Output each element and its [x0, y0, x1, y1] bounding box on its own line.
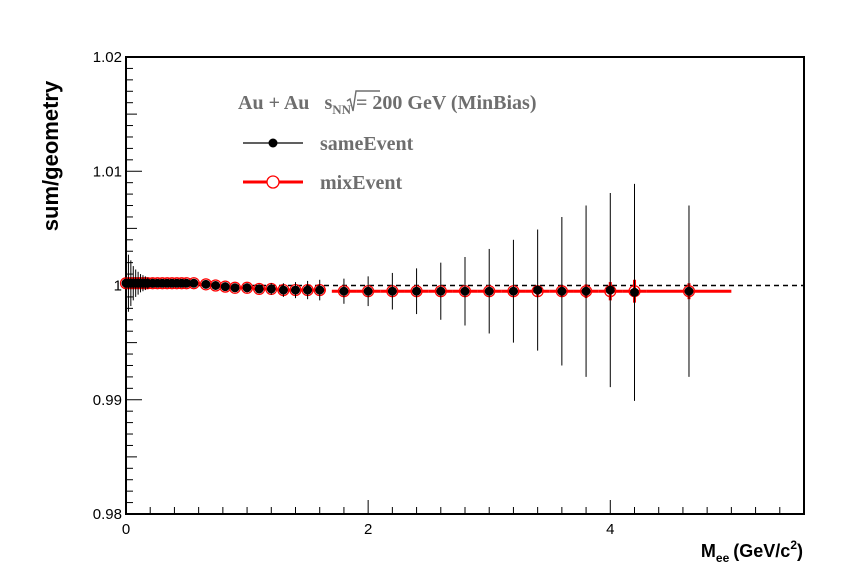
same-point: [182, 278, 192, 288]
same-point: [684, 286, 694, 296]
y-tick-label: 0.98: [93, 506, 122, 523]
same-point: [201, 279, 211, 289]
y-tick-label: 0.99: [93, 392, 122, 409]
y-tick-label: 1: [114, 278, 122, 295]
legend-mix-marker: [266, 175, 280, 189]
same-point: [315, 285, 325, 295]
same-point: [291, 285, 300, 295]
legend-mix-label: mixEvent: [320, 172, 403, 194]
y-tick-label: 1.01: [93, 163, 122, 180]
same-point: [189, 278, 199, 288]
same-point: [242, 283, 252, 293]
series-sameEvent: [121, 183, 694, 401]
same-point: [387, 286, 397, 296]
x-tick-label: 2: [364, 521, 372, 538]
same-point: [412, 286, 422, 296]
collision-annotation: Au + Au sNN = 200 GeV (MinBias): [238, 92, 536, 117]
same-point: [363, 286, 373, 296]
same-point: [630, 287, 639, 297]
x-axis-title: Mee (GeV/c2): [701, 538, 803, 565]
mix-point: [253, 282, 266, 296]
same-point: [339, 286, 349, 296]
x-tick-label: 4: [606, 521, 614, 538]
same-point: [254, 284, 264, 294]
same-point: [436, 286, 446, 296]
legend: sameEvent mixEvent: [243, 133, 414, 194]
same-point: [508, 286, 518, 296]
y-axis-title: sum/geometry: [38, 80, 63, 231]
same-point: [533, 285, 543, 295]
same-point: [211, 281, 221, 290]
same-point: [278, 285, 288, 295]
y-tick-label: 1.02: [93, 49, 122, 66]
same-point: [303, 285, 313, 295]
same-point: [230, 283, 240, 293]
same-point: [460, 286, 470, 296]
same-point: [484, 286, 494, 296]
series-mixEvent: [119, 277, 732, 303]
same-point: [557, 286, 567, 296]
mix-point: [240, 281, 254, 294]
x-tick-label: 0: [122, 521, 130, 538]
same-point: [220, 282, 230, 292]
same-point: [266, 284, 276, 294]
same-point: [605, 285, 615, 295]
legend-same-marker: [268, 138, 278, 148]
legend-same-label: sameEvent: [320, 133, 414, 155]
same-point: [581, 286, 591, 296]
sqrt-sign: [346, 90, 380, 112]
